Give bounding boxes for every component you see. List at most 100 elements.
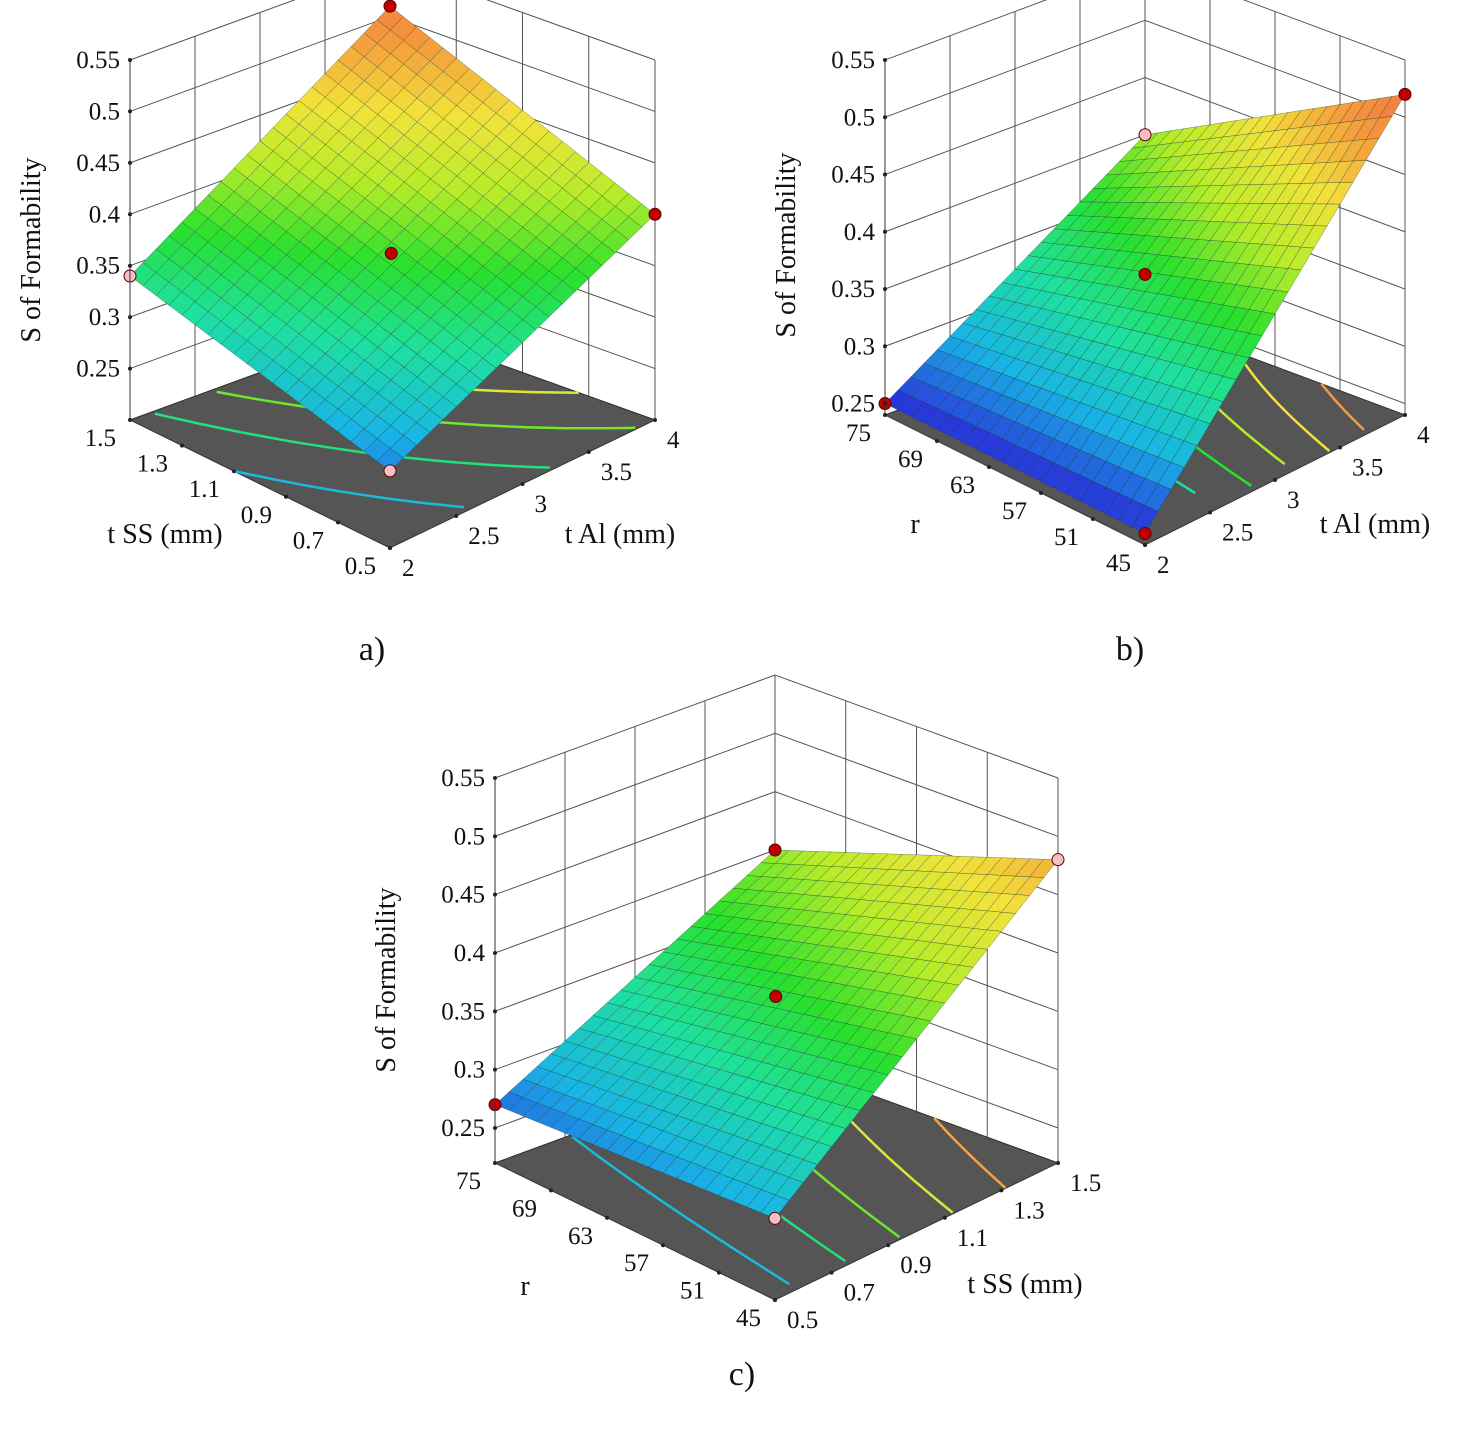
y-tick (1273, 478, 1277, 482)
x-tick-label: 57 (1002, 498, 1027, 525)
y-tick (586, 450, 591, 454)
x-tick (284, 494, 288, 499)
design-point (769, 990, 783, 1003)
y-axis-label: t Al (mm) (1320, 509, 1430, 540)
z-tick-label: 0.3 (844, 333, 875, 360)
y-tick (1208, 510, 1212, 515)
grid-line (494, 732, 1059, 837)
y-tick-label: 1.3 (1013, 1197, 1044, 1224)
x-tick (1039, 491, 1043, 495)
design-point (1138, 128, 1152, 142)
z-tick (128, 366, 132, 371)
x-tick-label: 51 (1054, 524, 1079, 551)
panel-c: 0.25 0.3 0.35 0.4 0.45 0.5 0.55 S of Formabilit… (371, 674, 1101, 1334)
z-tick-label: 0.3 (89, 304, 120, 331)
contour-line (933, 1117, 1007, 1189)
z-tick-label: 0.35 (831, 276, 875, 303)
design-point (384, 246, 398, 260)
y-tick (454, 514, 459, 518)
z-tick-label: 0.25 (441, 1115, 485, 1142)
y-tick (388, 546, 392, 550)
z-tick (493, 951, 497, 955)
x-tick (605, 1215, 609, 1220)
x-tick-label: 1.3 (137, 451, 168, 478)
y-tick-label: 4 (667, 427, 680, 454)
y-axis-label: t SS (mm) (967, 1269, 1082, 1300)
z-tick (493, 892, 497, 897)
x-tick-label: 0.9 (241, 502, 272, 529)
y-tick-label: 3.5 (1352, 455, 1383, 482)
design-point (768, 843, 782, 857)
y-tick (1143, 543, 1147, 547)
z-tick (883, 172, 887, 177)
design-point (1051, 853, 1065, 867)
x-tick-label: 45 (736, 1305, 761, 1332)
y-tick (886, 1243, 891, 1248)
x-tick (1091, 517, 1095, 521)
grid-line (129, 0, 656, 61)
surface-cell (1131, 505, 1159, 534)
z-tick (883, 401, 887, 406)
x-tick (935, 439, 939, 443)
x-tick-label: 0.7 (293, 527, 324, 554)
y-tick (999, 1188, 1004, 1193)
y-tick-label: 2.5 (468, 523, 499, 550)
x-tick (180, 443, 184, 448)
z-tick (493, 1067, 497, 1072)
x-tick-label: 57 (624, 1250, 649, 1277)
design-point (383, 464, 397, 478)
x-tick-label: 63 (950, 472, 975, 499)
response-surface (494, 849, 1059, 1219)
y-tick-label: 1.5 (1070, 1170, 1101, 1197)
y-tick-label: 2 (1157, 552, 1170, 579)
response-surface (129, 5, 656, 472)
z-tick-label: 0.25 (831, 391, 875, 418)
z-tick-label: 0.25 (76, 356, 120, 383)
z-tick (493, 1009, 497, 1014)
x-tick (987, 465, 991, 469)
x-tick (232, 469, 236, 474)
x-tick (493, 1161, 497, 1165)
x-tick-label: 69 (898, 446, 923, 473)
y-tick (520, 482, 525, 486)
x-tick (661, 1243, 665, 1248)
grid-line (884, 19, 1406, 118)
z-axis-label: S of Formability (371, 887, 402, 1072)
design-point (1398, 87, 1412, 101)
z-tick (128, 315, 132, 320)
design-point (383, 0, 397, 13)
y-tick-label: 3 (1287, 487, 1300, 514)
z-tick (493, 776, 497, 780)
z-tick (128, 160, 132, 165)
x-tick (717, 1270, 721, 1275)
y-tick-label: 2.5 (1222, 520, 1253, 547)
contour-line (216, 390, 636, 430)
z-tick-label: 0.4 (454, 940, 486, 967)
grid-line (884, 0, 1406, 61)
z-axis-label: S of Formability (16, 157, 47, 342)
z-tick-label: 0.45 (831, 162, 875, 189)
z-tick-label: 0.3 (454, 1057, 485, 1084)
y-tick (942, 1215, 947, 1220)
y-tick-label: 0.7 (844, 1280, 875, 1307)
y-tick (773, 1298, 777, 1302)
y-tick (829, 1270, 834, 1275)
y-tick-label: 1.1 (957, 1225, 988, 1252)
y-tick-label: 0.9 (900, 1252, 931, 1279)
contour-line (1320, 383, 1365, 431)
x-tick-label: 45 (1106, 550, 1131, 577)
panel-label-c: c) (729, 1356, 755, 1393)
panel-label-b: b) (1116, 631, 1144, 668)
x-tick-label: 1.1 (189, 476, 220, 503)
x-axis-label: r (910, 509, 920, 540)
z-tick-label: 0.4 (89, 201, 121, 228)
z-tick-label: 0.35 (441, 998, 485, 1025)
design-point (1138, 267, 1152, 281)
z-tick-label: 0.35 (76, 253, 120, 280)
z-tick (883, 287, 887, 292)
z-tick (883, 344, 887, 349)
z-tick (883, 229, 887, 234)
z-axis-label: S of Formability (771, 152, 802, 337)
x-tick-label: 75 (456, 1168, 481, 1195)
